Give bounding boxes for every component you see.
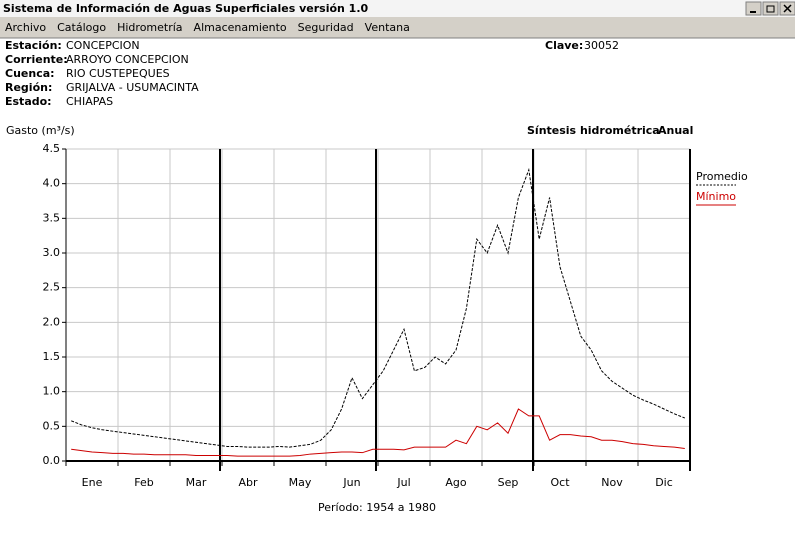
field-label: Cuenca: <box>5 67 55 80</box>
series-line <box>71 167 685 448</box>
x-tick-label: May <box>289 476 312 489</box>
x-tick-label: Mar <box>186 476 207 489</box>
x-tick-label: Jun <box>342 476 360 489</box>
x-tick-label: Dic <box>655 476 673 489</box>
close-icon <box>783 4 792 13</box>
y-tick-label: 2.5 <box>43 281 61 294</box>
chart-title: Síntesis hidrométrica <box>527 124 660 137</box>
y-tick-label: 3.0 <box>43 246 61 259</box>
x-tick-label: Oct <box>550 476 570 489</box>
menu: Archivo Catálogo Hidrometría Almacenamiento… <box>5 21 410 34</box>
menu-item[interactable]: Seguridad <box>298 21 354 34</box>
y-tick-label: 4.0 <box>43 177 61 190</box>
y-tick-label: 0.0 <box>43 454 61 467</box>
field-label: Región: <box>5 81 52 94</box>
y-tick-label: 3.5 <box>43 211 61 224</box>
field-value: GRIJALVA - USUMACINTA <box>66 81 199 94</box>
menu-item[interactable]: Ventana <box>365 21 410 34</box>
y-tick-label: 2.0 <box>43 315 61 328</box>
menu-item[interactable]: Catálogo <box>57 21 106 34</box>
minimize-button[interactable] <box>745 1 762 16</box>
restore-button[interactable] <box>762 1 779 16</box>
x-tick-label: Nov <box>601 476 623 489</box>
x-axis-label: Período: 1954 a 1980 <box>318 501 436 514</box>
field-label: Estado: <box>5 95 52 108</box>
window-buttons <box>745 1 795 16</box>
menu-item[interactable]: Hidrometría <box>117 21 182 34</box>
field-value: ARROYO CONCEPCION <box>66 53 189 66</box>
x-tick-label: Ago <box>445 476 467 489</box>
field-label: Estación: <box>5 39 62 52</box>
field-value: CHIAPAS <box>66 95 113 108</box>
field-label: Corriente: <box>5 53 68 66</box>
y-axis-label: Gasto (m³/s) <box>6 124 75 137</box>
x-tick-label: Jul <box>396 476 410 489</box>
plot: 0.0 0.5 1.0 1.5 2.0 2.5 3.0 3.5 4.0 4.5 Ene Feb Mar A… <box>43 142 748 489</box>
y-tick-label: 0.5 <box>43 419 61 432</box>
restore-icon <box>766 5 775 13</box>
chart-subtitle: Anual <box>658 124 693 137</box>
menu-bar <box>0 17 795 38</box>
legend-entry: Promedio <box>696 170 748 183</box>
window-title: Sistema de Información de Aguas Superfic… <box>3 2 369 15</box>
y-tick-label: 1.0 <box>43 385 61 398</box>
y-tick-label: 4.5 <box>43 142 61 155</box>
title-bar <box>0 0 795 17</box>
series-line <box>71 408 685 457</box>
field-value: RIO CUSTEPEQUES <box>66 67 170 80</box>
legend-entry: Mínimo <box>696 190 736 203</box>
field-value: CONCEPCION <box>66 39 140 52</box>
x-tick-label: Feb <box>134 476 153 489</box>
x-tick-label: Ene <box>82 476 103 489</box>
y-tick-label: 1.5 <box>43 350 61 363</box>
clave-label: Clave: <box>545 39 583 52</box>
x-tick-label: Sep <box>498 476 519 489</box>
x-tick-label: Abr <box>238 476 258 489</box>
menu-item[interactable]: Archivo <box>5 21 46 34</box>
clave-value: 30052 <box>584 39 619 52</box>
menu-item[interactable]: Almacenamiento <box>194 21 287 34</box>
